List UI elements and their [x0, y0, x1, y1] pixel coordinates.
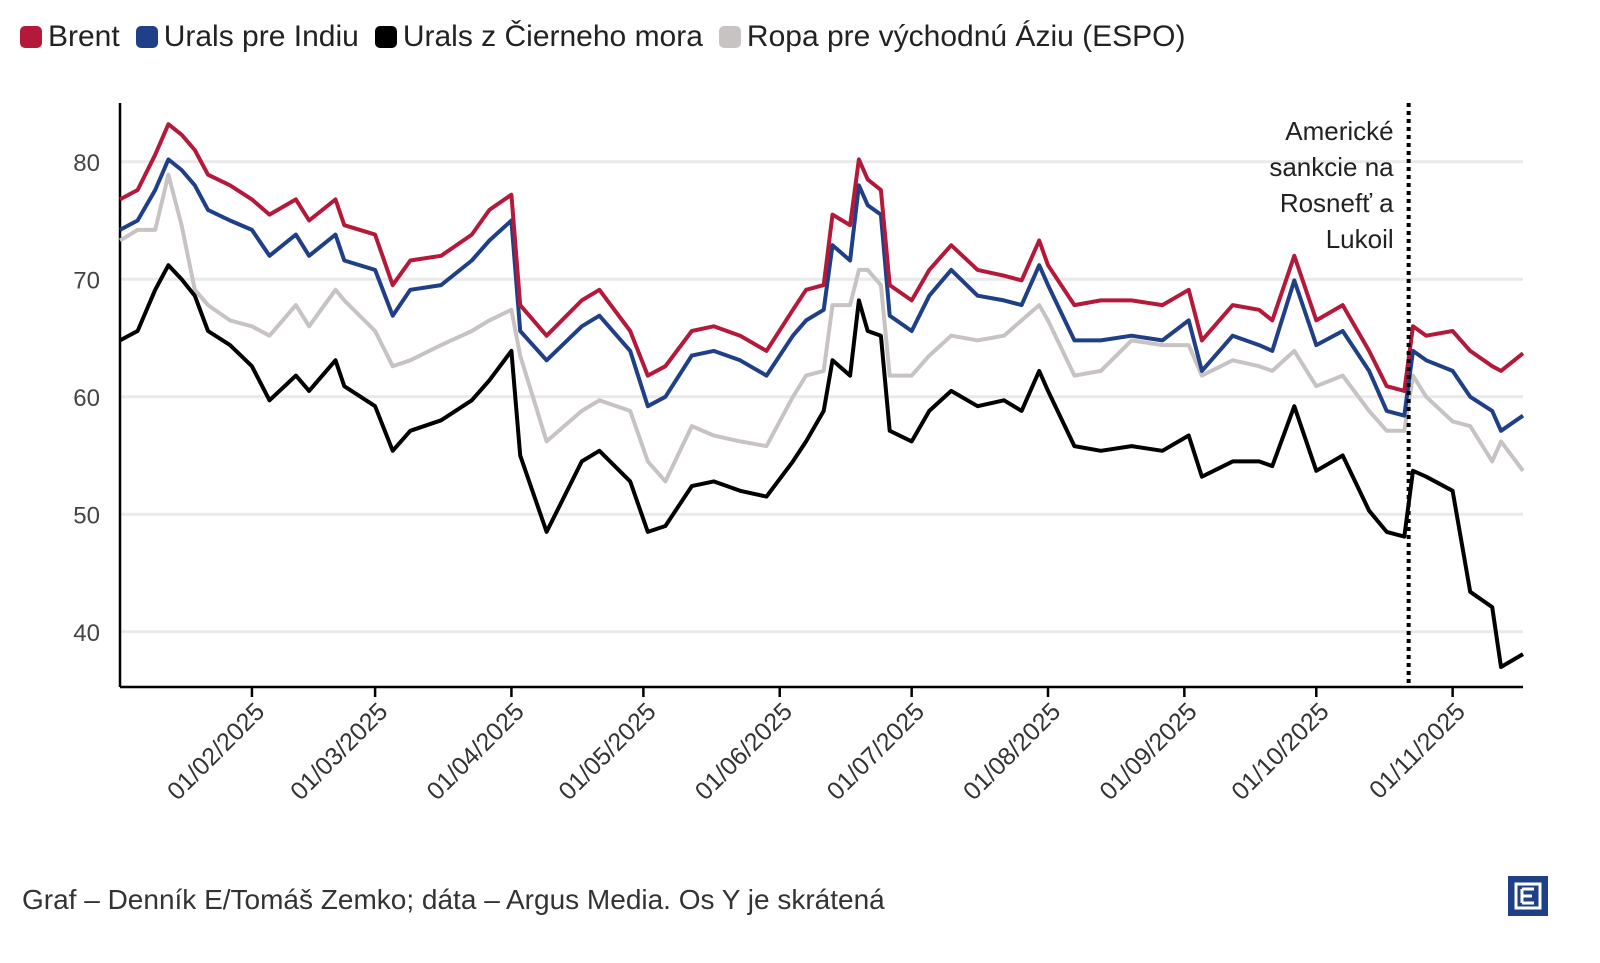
legend: Brent Urals pre Indiu Urals z Čierneho mor… — [20, 20, 1185, 54]
y-tick-label: 70 — [73, 267, 100, 294]
legend-label: Ropa pre východnú Áziu (ESPO) — [746, 20, 1186, 53]
x-tick-label: 01/05/2025 — [553, 697, 661, 805]
y-tick-label: 50 — [73, 502, 100, 529]
x-tick-label: 01/06/2025 — [690, 697, 798, 805]
x-tick-label: 01/03/2025 — [285, 697, 393, 805]
legend-item: Urals pre Indiu — [135, 20, 359, 54]
series-line-3 — [118, 172, 1525, 484]
legend-swatch — [718, 26, 741, 48]
x-tick-label: 01/08/2025 — [958, 697, 1066, 805]
legend-label: Urals pre Indiu — [163, 20, 359, 53]
annotation-text: Americké — [1285, 116, 1393, 146]
denník-e-logo — [1508, 876, 1548, 916]
x-tick-label: 01/04/2025 — [421, 697, 529, 805]
x-tick-label: 01/07/2025 — [822, 697, 930, 805]
annotation-text: sankcie na — [1269, 152, 1394, 182]
x-tick-label: 01/02/2025 — [162, 697, 270, 805]
x-tick-label: 01/09/2025 — [1094, 697, 1202, 805]
y-tick-label: 80 — [73, 150, 100, 177]
series-line-0 — [119, 122, 1525, 393]
legend-swatch — [374, 26, 397, 48]
legend-item: Brent — [20, 20, 120, 54]
y-tick-label: 60 — [73, 385, 100, 412]
legend-label: Urals z Čierneho mora — [402, 20, 703, 53]
legend-swatch — [20, 26, 42, 48]
y-tick-label: 40 — [73, 620, 100, 647]
chart-source-note: Graf – Denník E/Tomáš Zemko; dáta – Argu… — [22, 884, 885, 915]
x-tick-label: 01/11/2025 — [1364, 697, 1471, 804]
legend-item: Ropa pre východnú Áziu (ESPO) — [718, 20, 1186, 54]
annotation-text: Lukoil — [1326, 224, 1394, 254]
annotation-text: Rosnefť a — [1280, 188, 1394, 218]
legend-item: Urals z Čierneho mora — [374, 20, 703, 54]
legend-label: Brent — [48, 20, 120, 53]
x-tick-label: 01/10/2025 — [1226, 697, 1334, 805]
series-line-2 — [119, 263, 1525, 669]
legend-swatch — [135, 26, 158, 48]
series-line-1 — [119, 157, 1525, 433]
